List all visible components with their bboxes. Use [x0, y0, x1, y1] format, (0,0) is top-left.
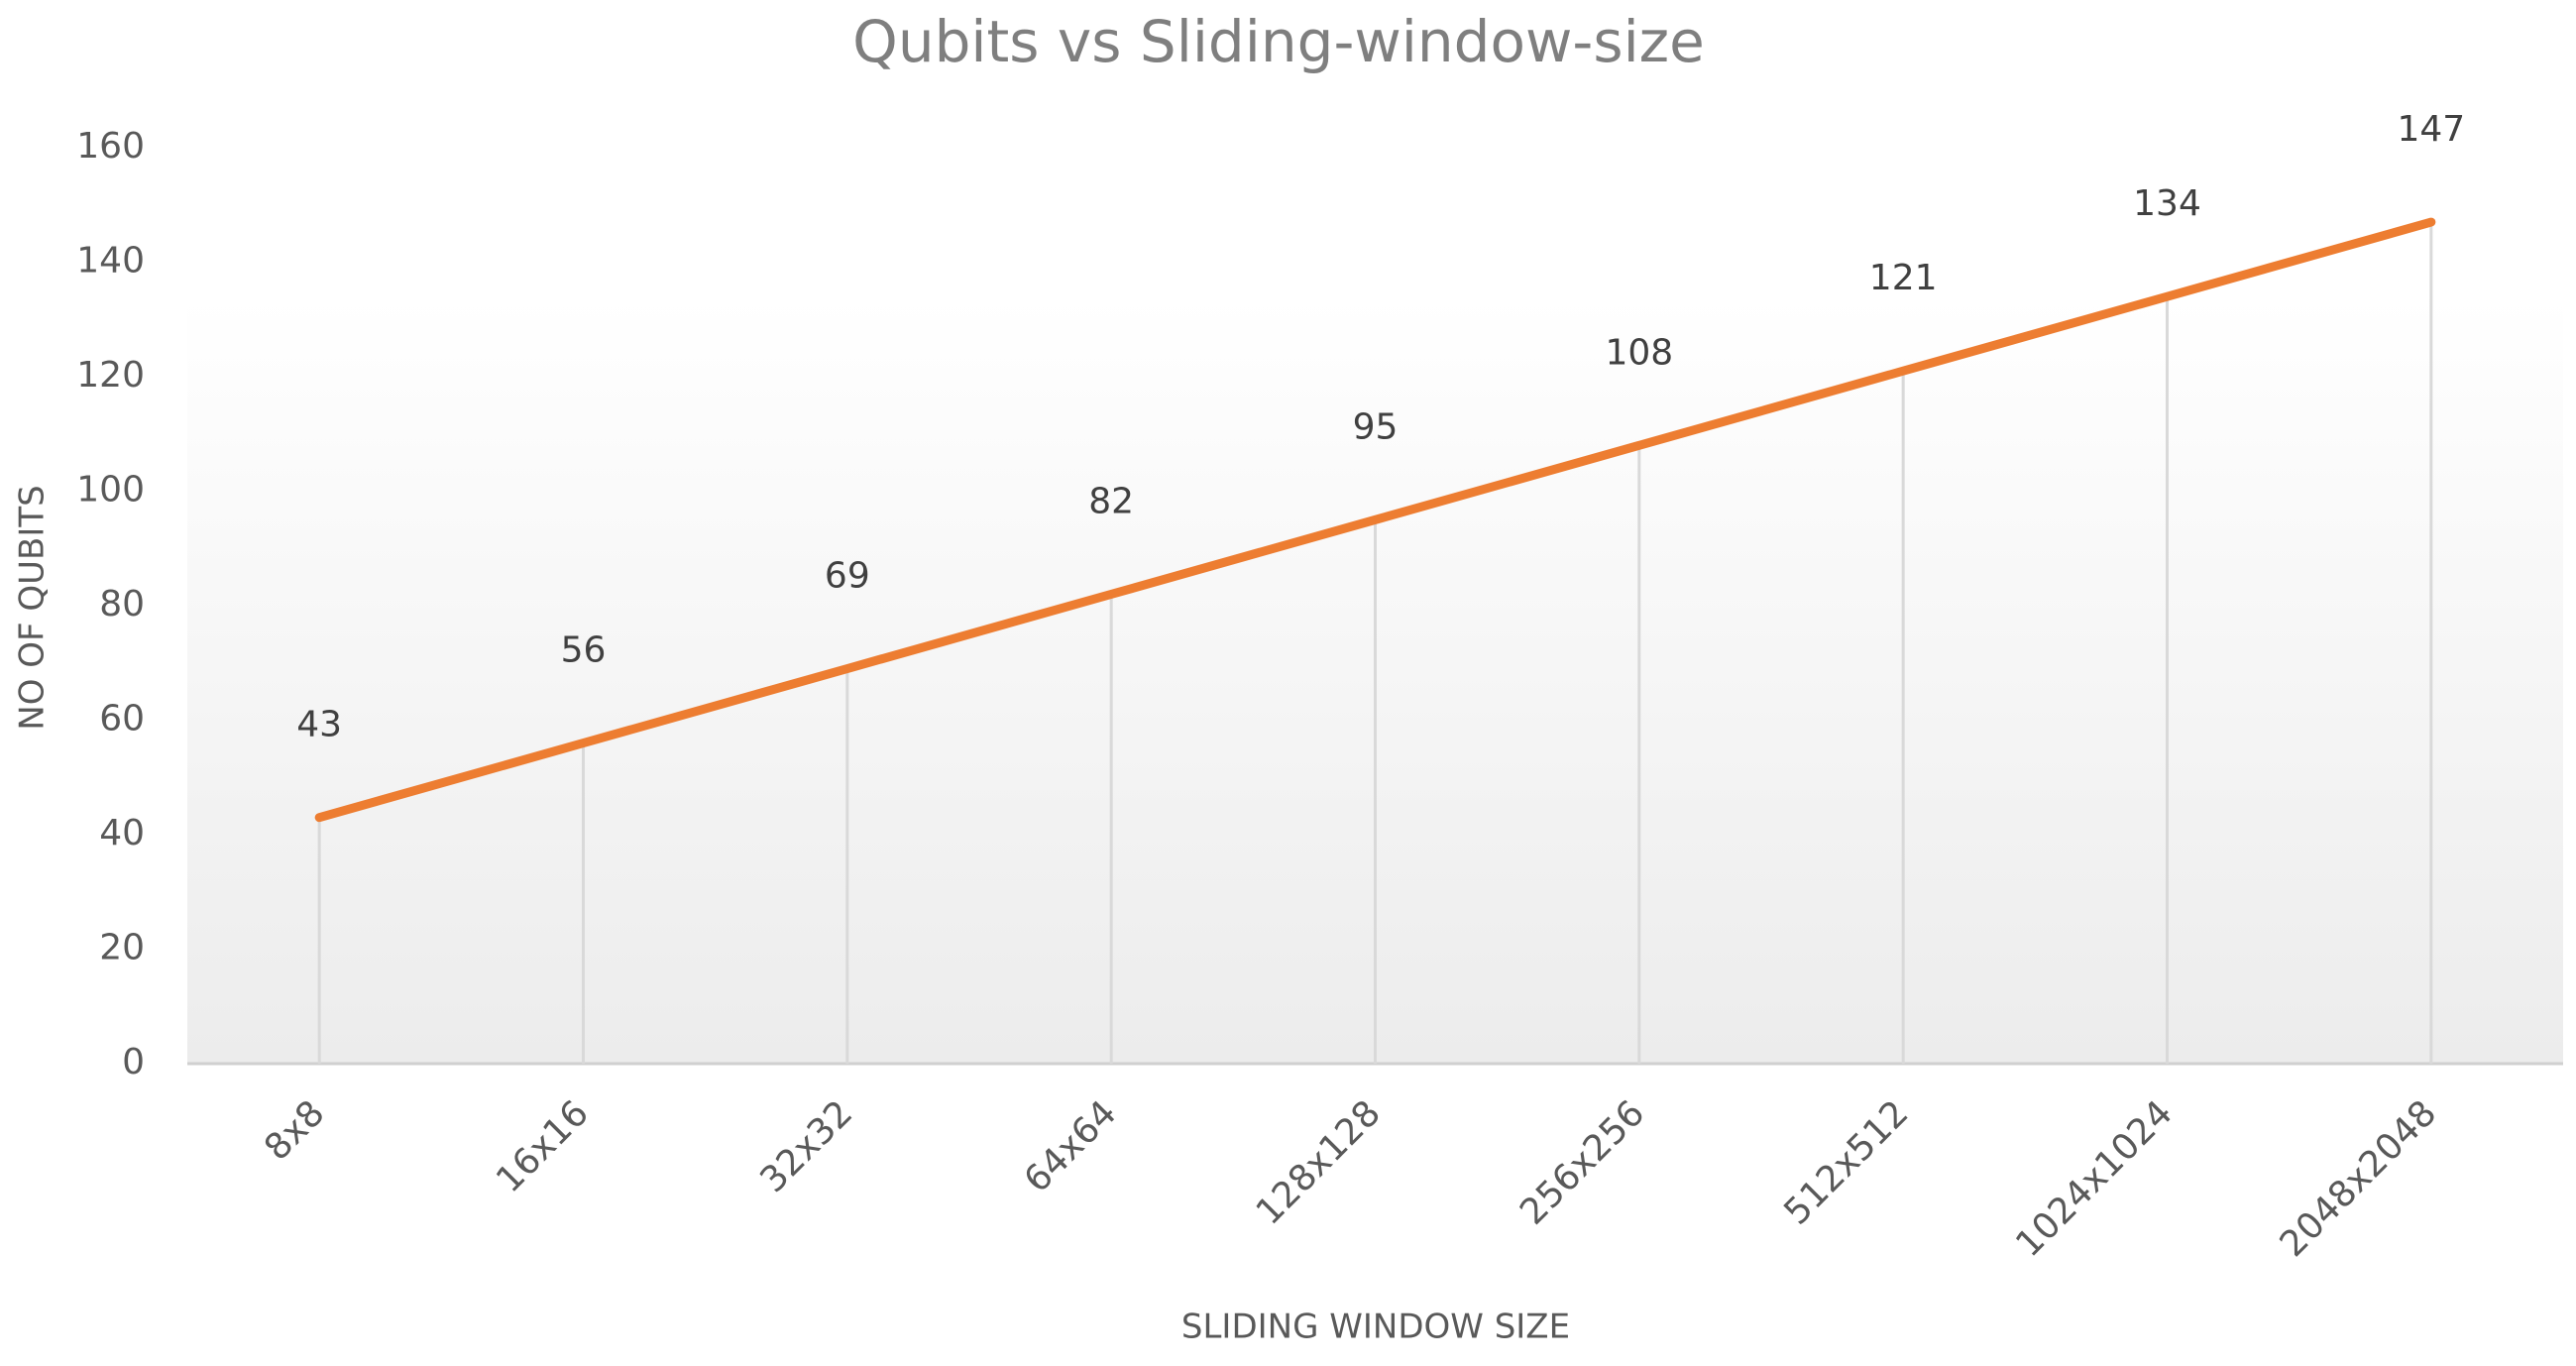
x-tick-label: 2048x2048 — [2273, 1092, 2445, 1265]
chart-title: Qubits vs Sliding-window-size — [852, 8, 1705, 75]
data-label: 121 — [1869, 258, 1938, 298]
x-tick-label: 1024x1024 — [2008, 1092, 2181, 1265]
data-label: 56 — [561, 630, 607, 671]
y-tick-label: 0 — [122, 1042, 145, 1082]
data-label: 43 — [296, 705, 342, 745]
data-label: 108 — [1605, 332, 1673, 373]
data-label: 69 — [825, 556, 870, 597]
x-tick-label: 64x64 — [1017, 1092, 1125, 1200]
y-tick-label: 80 — [99, 584, 145, 625]
y-tick-label: 120 — [76, 355, 145, 396]
x-tick-label: 256x256 — [1512, 1092, 1652, 1232]
y-tick-label: 60 — [99, 699, 145, 740]
data-label: 134 — [2133, 183, 2201, 224]
x-tick-label: 512x512 — [1776, 1092, 1916, 1232]
y-tick-label: 40 — [99, 813, 145, 854]
data-label: 95 — [1353, 406, 1399, 447]
y-tick-label: 140 — [76, 241, 145, 282]
data-label: 82 — [1088, 481, 1134, 521]
x-axis-title: SLIDING WINDOW SIZE — [1181, 1308, 1570, 1347]
y-tick-label: 100 — [76, 470, 145, 511]
y-tick-label: 160 — [76, 126, 145, 167]
y-tick-label: 20 — [99, 928, 145, 968]
data-label: 147 — [2397, 109, 2465, 150]
x-tick-label: 128x128 — [1249, 1092, 1389, 1232]
line-series — [314, 217, 2436, 823]
x-tick-label: 32x32 — [752, 1092, 860, 1200]
x-tick-label: 16x16 — [489, 1092, 597, 1200]
x-tick-label: 8x8 — [257, 1092, 332, 1168]
y-axis-title: NO OF QUBITS — [13, 485, 53, 730]
